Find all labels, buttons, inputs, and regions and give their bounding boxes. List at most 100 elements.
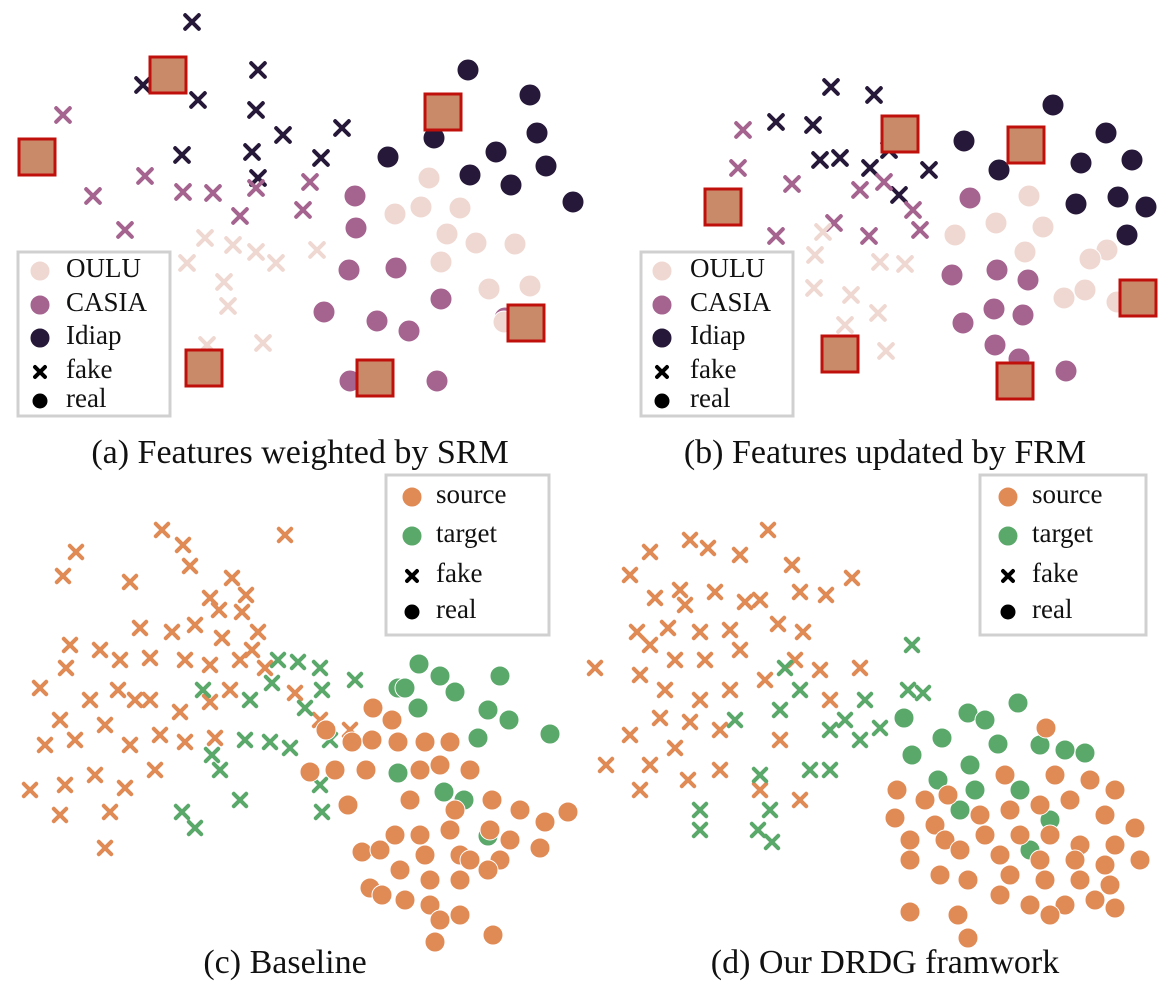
x-marker (261, 733, 279, 751)
x-marker (294, 201, 312, 219)
circle-marker (31, 392, 49, 410)
x-marker (131, 619, 149, 637)
circle-marker (927, 769, 949, 791)
x-marker (174, 536, 192, 554)
circle-marker (1064, 192, 1088, 216)
x-marker (769, 615, 787, 633)
circle-marker (959, 754, 981, 776)
circle-marker (1134, 195, 1158, 219)
x-marker (920, 161, 938, 179)
x-marker (173, 146, 191, 164)
legend-label: target (1032, 518, 1093, 548)
x-marker (151, 726, 169, 744)
circle-marker (351, 841, 373, 863)
x-marker (821, 761, 839, 779)
x-marker (836, 316, 854, 334)
circle-marker (1019, 894, 1041, 916)
circle-marker (503, 232, 527, 256)
circle-marker (1104, 897, 1126, 919)
x-marker (109, 681, 127, 699)
circle-marker (312, 300, 336, 324)
legend-label: fake (690, 354, 736, 384)
circle-marker (1059, 789, 1081, 811)
x-marker (213, 629, 231, 647)
circle-marker (409, 195, 433, 219)
x-marker (54, 567, 72, 585)
x-marker (146, 761, 164, 779)
circle-marker (1054, 739, 1076, 761)
circle-marker (481, 789, 503, 811)
x-marker (221, 681, 239, 699)
legend-label: fake (1032, 558, 1078, 588)
circle-marker (337, 258, 361, 282)
x-marker (804, 116, 822, 134)
circle-marker (1054, 894, 1076, 916)
scatter-panel: source target fake real (d) Our DRDG framwor… (586, 473, 1151, 981)
face-thumbnail (148, 55, 188, 95)
x-marker (201, 656, 219, 674)
x-marker (721, 621, 739, 639)
panel-title: (c) Baseline (203, 944, 366, 981)
circle-marker (435, 222, 459, 246)
circle-marker (651, 294, 673, 316)
circle-marker (985, 258, 1009, 282)
circle-marker (1094, 804, 1116, 826)
circle-marker (1009, 779, 1031, 801)
x-marker (691, 691, 709, 709)
x-marker (1001, 569, 1015, 583)
legend-label: real (1032, 594, 1072, 624)
x-marker (312, 149, 330, 167)
x-marker (734, 121, 752, 139)
circle-marker (1035, 717, 1057, 739)
face-thumbnails (17, 55, 1158, 401)
circle-marker (557, 801, 579, 823)
circle-marker (539, 723, 561, 745)
circle-marker (901, 744, 923, 766)
x-marker (134, 76, 152, 94)
x-marker (646, 589, 664, 607)
circle-marker (1064, 849, 1086, 871)
x-marker (836, 711, 854, 729)
panel-title: (b) Features updated by FRM (684, 434, 1086, 471)
circle-marker (324, 759, 346, 781)
x-marker (842, 286, 860, 304)
circle-marker (387, 762, 409, 784)
x-marker (749, 821, 767, 839)
x-marker (631, 666, 649, 684)
circle-marker (899, 849, 921, 871)
x-marker (66, 731, 84, 749)
x-marker (57, 659, 75, 677)
circle-marker (417, 166, 441, 190)
circle-marker (1078, 247, 1102, 271)
circle-marker (1079, 769, 1101, 791)
x-marker (621, 566, 639, 584)
circle-marker (456, 58, 480, 82)
x-marker (267, 254, 285, 272)
x-marker (31, 679, 49, 697)
x-marker (233, 603, 251, 621)
circle-marker (1099, 874, 1121, 896)
circle-marker (534, 811, 556, 833)
circle-marker (943, 223, 967, 247)
circle-marker (1073, 278, 1097, 302)
circle-marker (479, 819, 501, 841)
x-marker (656, 681, 674, 699)
x-marker (201, 589, 219, 607)
circle-marker (1016, 268, 1040, 292)
circle-marker (444, 681, 466, 703)
circle-marker (999, 799, 1021, 821)
x-marker (751, 781, 769, 799)
face-thumbnail (880, 114, 920, 154)
x-marker (249, 61, 267, 79)
circle-marker (381, 709, 403, 731)
circle-marker (299, 761, 321, 783)
circle-marker (651, 260, 673, 282)
circle-marker (1044, 764, 1066, 786)
circle-marker (1074, 742, 1096, 764)
x-marker (219, 297, 237, 315)
circle-marker (929, 864, 951, 886)
legend-label: real (690, 383, 730, 413)
x-marker (249, 623, 267, 641)
x-marker (171, 703, 189, 721)
x-marker (96, 839, 114, 857)
